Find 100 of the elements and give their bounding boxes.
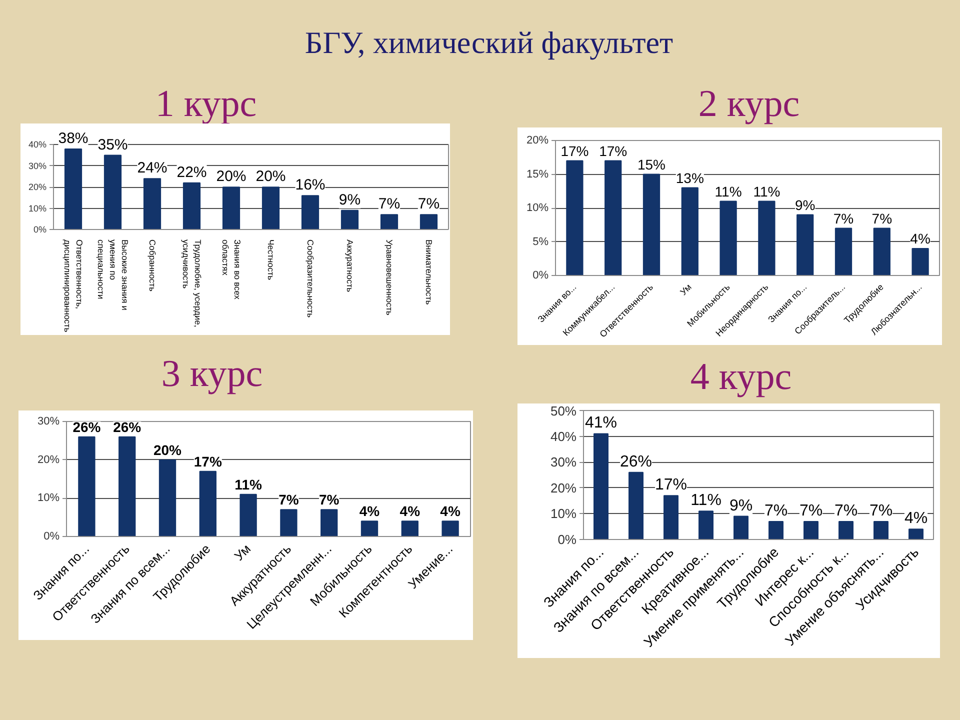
chart-title: 4 курс <box>689 355 793 398</box>
data-label: 7% <box>869 502 893 520</box>
data-label: 26% <box>72 418 102 435</box>
y-tick-label: 10% <box>526 202 549 214</box>
bar <box>240 494 257 536</box>
bar <box>698 510 714 540</box>
y-tick-label: 0% <box>44 530 60 542</box>
data-label: 17% <box>599 142 628 159</box>
data-label: 20% <box>216 168 246 186</box>
y-tick-label: 10% <box>37 492 60 504</box>
bar <box>340 210 359 230</box>
y-tick-label: 40% <box>550 428 577 444</box>
y-tick-label: 15% <box>526 168 549 180</box>
bar <box>594 433 608 540</box>
bar <box>804 520 818 540</box>
data-label: 17% <box>194 453 222 470</box>
data-label: 4% <box>904 510 928 528</box>
data-label: 22% <box>176 164 207 181</box>
bar <box>874 520 888 540</box>
y-tick-label: 20% <box>550 480 577 496</box>
data-label: 26% <box>620 453 652 470</box>
bar <box>838 520 854 540</box>
data-label: 20% <box>256 168 286 186</box>
bar <box>758 200 776 276</box>
bar <box>734 516 748 540</box>
x-tick-label: Внимательность <box>424 240 434 306</box>
y-tick-label: 10% <box>550 506 577 522</box>
data-label: 7% <box>799 502 823 520</box>
data-label: 4% <box>400 503 421 520</box>
data-label: 4% <box>359 503 380 520</box>
bar <box>420 214 438 230</box>
y-tick-label: 20% <box>526 134 549 146</box>
bar <box>908 528 924 540</box>
bar <box>642 174 660 276</box>
bar <box>301 195 320 230</box>
bar <box>664 495 678 540</box>
bar <box>873 228 890 276</box>
bar <box>442 520 459 536</box>
data-label: 20% <box>153 442 182 458</box>
bar <box>280 509 298 536</box>
bar <box>262 186 280 230</box>
bar <box>199 470 216 536</box>
bar <box>380 214 398 230</box>
x-tick-label: Ответственность, дисциплинированность <box>62 240 84 333</box>
y-tick-label: 10% <box>28 203 46 214</box>
y-tick-label: 0% <box>532 270 549 282</box>
bar <box>768 520 784 540</box>
bar <box>118 436 136 536</box>
bar <box>182 182 201 230</box>
x-tick-label: Трудолюбие, усердие, усидчивость <box>180 240 203 328</box>
text: БГУ, химический факультет <box>304 24 674 60</box>
x-tick-label: Собранность <box>147 240 158 292</box>
y-tick-label: 20% <box>28 182 46 192</box>
chart-title: 2 курс <box>697 82 801 125</box>
x-tick-label: Честность <box>266 240 276 281</box>
bar <box>681 187 698 276</box>
y-tick-label: 30% <box>37 416 60 428</box>
chart-title: 3 курс <box>160 352 264 395</box>
data-label: 7% <box>378 196 400 213</box>
bar <box>360 520 378 536</box>
bar <box>628 472 644 540</box>
data-label: 7% <box>834 502 858 520</box>
data-label: 11% <box>753 183 780 200</box>
data-label: 38% <box>58 130 88 147</box>
bar <box>158 459 176 536</box>
bar <box>720 200 737 276</box>
bar <box>320 509 338 536</box>
y-tick-label: 5% <box>532 236 549 248</box>
bar <box>401 520 418 536</box>
bar <box>64 148 82 230</box>
bar <box>912 248 929 276</box>
data-label: 13% <box>676 170 704 186</box>
data-label: 16% <box>295 176 326 194</box>
data-label: 9% <box>794 196 816 213</box>
data-label: 24% <box>137 160 168 177</box>
y-tick-label: 50% <box>550 404 577 418</box>
bar <box>604 160 622 276</box>
data-label: 4% <box>440 503 461 520</box>
data-label: 7% <box>418 196 440 213</box>
x-tick-label: Сообразительность <box>305 240 316 318</box>
data-label: 7% <box>764 502 788 520</box>
bar <box>143 178 162 230</box>
data-label: 41% <box>584 414 618 432</box>
bar <box>104 154 122 230</box>
y-tick-label: 30% <box>550 454 577 470</box>
x-tick-label: Уравновешенность <box>384 240 394 316</box>
x-tick-label: Знания во всех областях <box>220 240 242 300</box>
data-label: 4% <box>910 230 930 246</box>
bar <box>796 214 814 276</box>
y-tick-label: 0% <box>33 224 47 234</box>
chart-title: 1 курс <box>154 82 258 125</box>
data-label: 11% <box>714 183 742 200</box>
bar <box>78 436 96 536</box>
data-label: 17% <box>560 142 589 159</box>
x-tick-label: Аккуратность <box>344 240 355 293</box>
data-label: 9% <box>729 497 753 514</box>
data-label: 26% <box>113 418 142 435</box>
data-label: 7% <box>833 210 854 226</box>
data-label: 15% <box>637 156 666 172</box>
data-label: 9% <box>338 191 361 208</box>
